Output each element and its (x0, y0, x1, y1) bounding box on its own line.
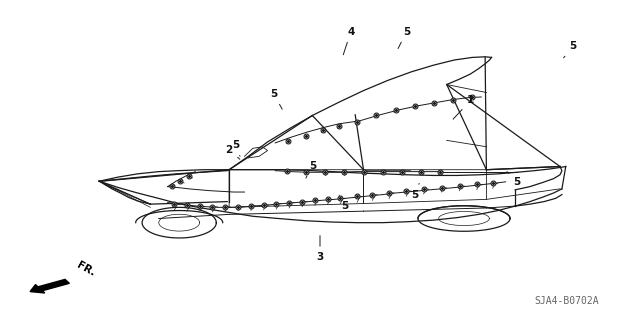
Text: SJA4-B0702A: SJA4-B0702A (534, 296, 598, 307)
Text: 5: 5 (306, 161, 316, 178)
Text: 5: 5 (339, 195, 348, 211)
Text: 2: 2 (225, 145, 240, 159)
Text: 3: 3 (316, 236, 324, 262)
Text: FR.: FR. (76, 260, 97, 278)
FancyArrow shape (30, 279, 69, 293)
Text: 5: 5 (270, 89, 282, 109)
Text: 4: 4 (343, 27, 355, 55)
Text: 1: 1 (453, 95, 474, 119)
Text: 5: 5 (564, 41, 577, 58)
Text: 5: 5 (411, 183, 419, 200)
Text: 5: 5 (232, 140, 240, 156)
Text: 5: 5 (507, 172, 521, 187)
Text: 5: 5 (398, 27, 410, 48)
